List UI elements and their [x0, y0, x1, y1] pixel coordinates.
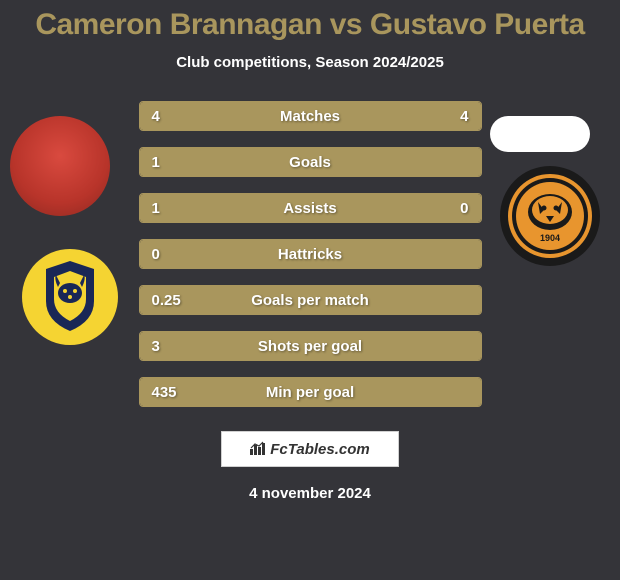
watermark-text: FcTables.com — [270, 441, 369, 458]
comparison-content: 1904 4 Matches 4 1 Goals 1 Assists 0 — [0, 101, 620, 502]
stat-label: Hattricks — [278, 246, 342, 263]
stat-label: Matches — [280, 108, 340, 125]
club-year: 1904 — [540, 233, 560, 243]
stat-value-left: 4 — [152, 108, 160, 125]
date: 4 november 2024 — [0, 485, 620, 502]
player-left-avatar — [10, 116, 110, 216]
chart-icon — [250, 441, 266, 458]
stat-fill-left — [140, 194, 413, 222]
stat-row-goals-per-match: 0.25 Goals per match — [139, 285, 482, 315]
stats-container: 4 Matches 4 1 Goals 1 Assists 0 0 Hattri… — [139, 101, 482, 407]
stat-row-goals: 1 Goals — [139, 147, 482, 177]
stat-value-right: 4 — [460, 108, 468, 125]
club-left-badge — [22, 249, 118, 345]
stat-label: Assists — [283, 200, 336, 217]
player-right-avatar — [490, 116, 590, 152]
subtitle: Club competitions, Season 2024/2025 — [0, 54, 620, 71]
watermark[interactable]: FcTables.com — [221, 431, 399, 467]
stat-row-hattricks: 0 Hattricks — [139, 239, 482, 269]
stat-row-min-per-goal: 435 Min per goal — [139, 377, 482, 407]
stat-row-assists: 1 Assists 0 — [139, 193, 482, 223]
stat-fill-right — [412, 194, 480, 222]
stat-value-left: 1 — [152, 200, 160, 217]
stat-value-left: 0 — [152, 246, 160, 263]
stat-label: Min per goal — [266, 384, 354, 401]
stat-value-left: 1 — [152, 154, 160, 171]
stat-row-matches: 4 Matches 4 — [139, 101, 482, 131]
stat-label: Goals per match — [251, 292, 369, 309]
page-title: Cameron Brannagan vs Gustavo Puerta — [0, 0, 620, 42]
stat-value-right: 0 — [460, 200, 468, 217]
stat-value-left: 435 — [152, 384, 177, 401]
stat-value-left: 3 — [152, 338, 160, 355]
stat-value-left: 0.25 — [152, 292, 181, 309]
stat-label: Shots per goal — [258, 338, 362, 355]
club-right-badge: 1904 — [500, 166, 600, 266]
stat-row-shots-per-goal: 3 Shots per goal — [139, 331, 482, 361]
stat-label: Goals — [289, 154, 331, 171]
